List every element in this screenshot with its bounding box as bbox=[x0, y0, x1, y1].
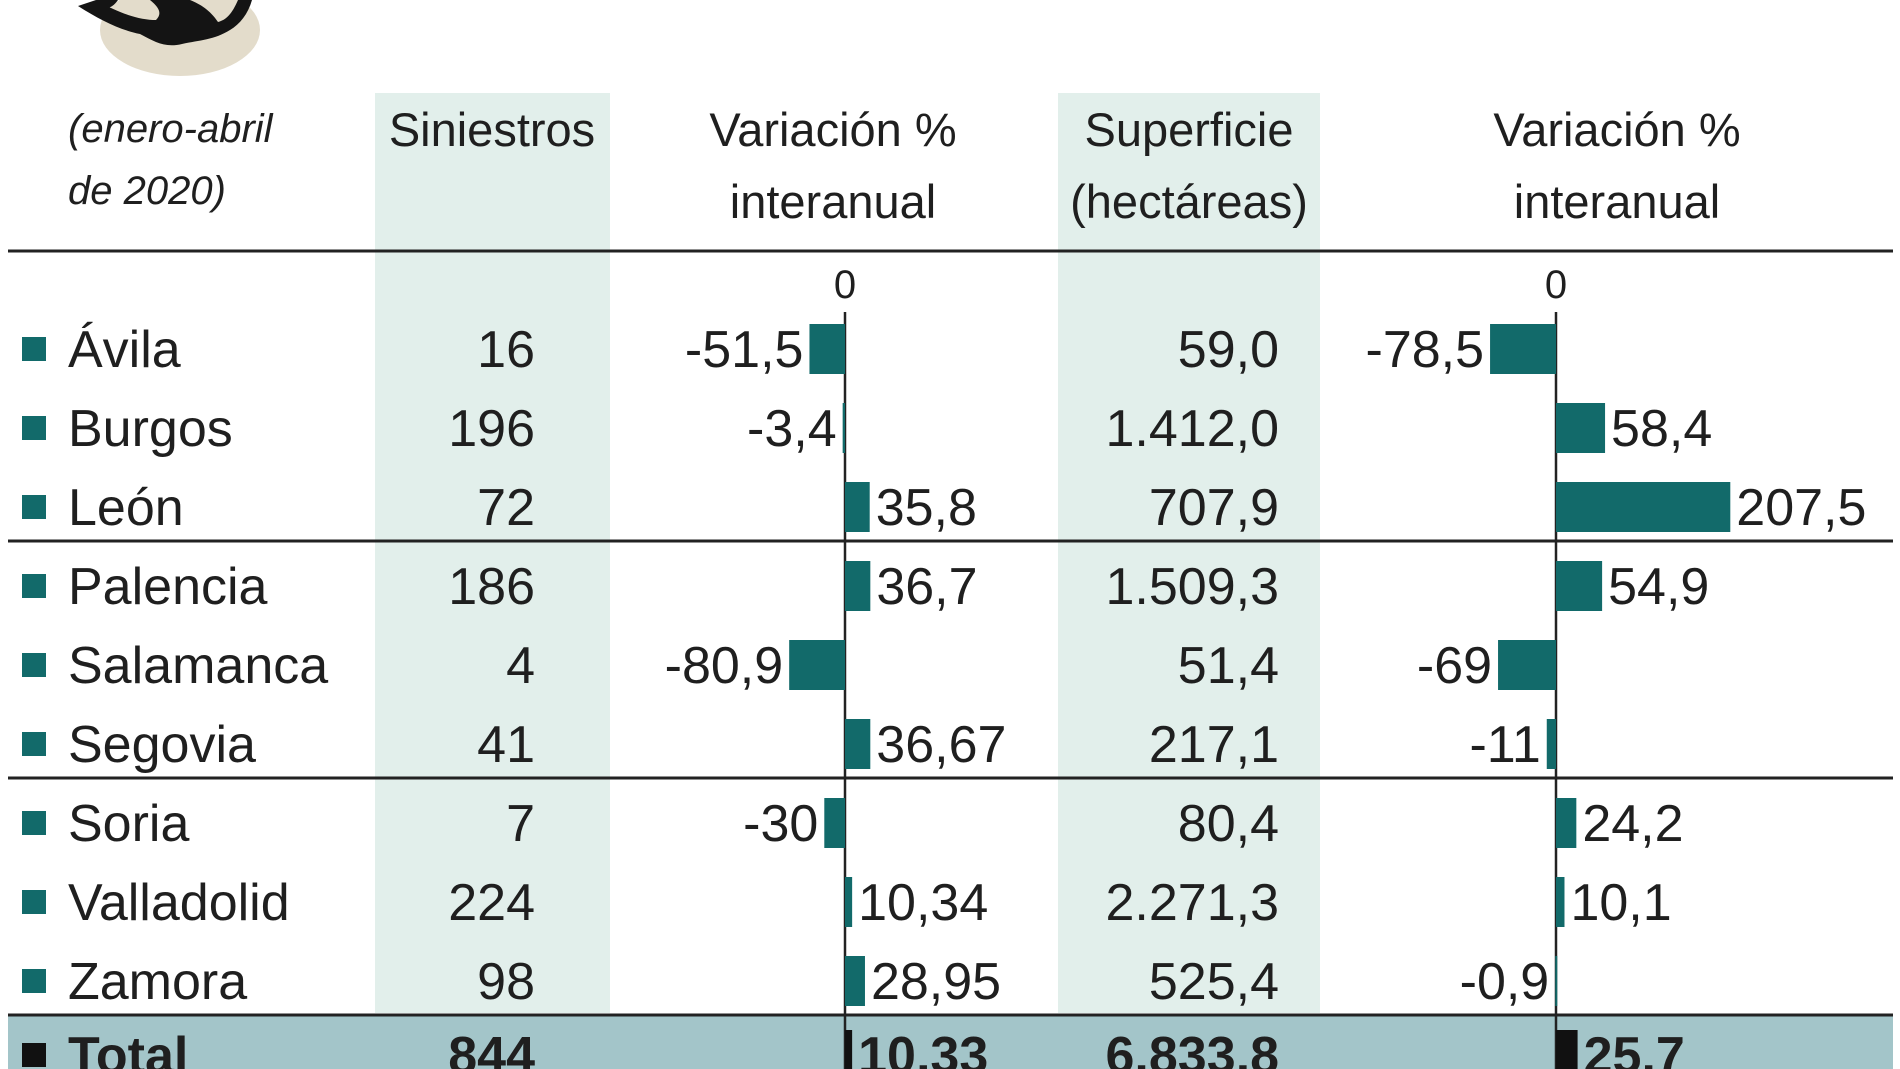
header-var-superficie-line1: Variación % bbox=[1493, 103, 1740, 156]
superficie-value: 59,0 bbox=[1178, 321, 1279, 379]
province-marker bbox=[22, 732, 46, 756]
superficie-value: 2.271,3 bbox=[1106, 874, 1280, 932]
province-name: Valladolid bbox=[68, 874, 290, 932]
var-siniestros-bar bbox=[845, 561, 871, 611]
zero-label-var-superficie: 0 bbox=[1545, 263, 1567, 307]
total-marker bbox=[22, 1043, 46, 1067]
province-marker bbox=[22, 495, 46, 519]
province-name: Ávila bbox=[68, 321, 181, 379]
var-siniestros-bar bbox=[845, 956, 865, 1006]
total-row-band bbox=[8, 1015, 1893, 1069]
var-siniestros-bar bbox=[845, 719, 871, 769]
var-siniestros-label: 28,95 bbox=[871, 953, 1001, 1011]
var-superficie-bar bbox=[1555, 956, 1558, 1006]
var-superficie-bar bbox=[1546, 719, 1556, 769]
var-siniestros-bar bbox=[842, 403, 845, 453]
wildfire-silhouette-logo bbox=[78, 0, 260, 76]
var-siniestros-bar bbox=[845, 1030, 853, 1069]
var-siniestros-label: -51,5 bbox=[685, 321, 804, 379]
var-superficie-label: -69 bbox=[1417, 637, 1492, 695]
siniestros-value: 98 bbox=[477, 953, 535, 1011]
var-superficie-label: 207,5 bbox=[1736, 479, 1866, 537]
province-marker bbox=[22, 416, 46, 440]
var-siniestros-label: -3,4 bbox=[747, 400, 837, 458]
var-superficie-label: 25,7 bbox=[1584, 1027, 1685, 1069]
var-superficie-label: 10,1 bbox=[1570, 874, 1671, 932]
var-siniestros-label: -30 bbox=[743, 795, 818, 853]
period-label-line1: (enero-abril bbox=[68, 107, 274, 151]
header-superficie-line2: (hectáreas) bbox=[1070, 175, 1308, 228]
superficie-value: 1.412,0 bbox=[1106, 400, 1280, 458]
var-siniestros-label: -80,9 bbox=[665, 637, 784, 695]
var-superficie-bar bbox=[1498, 640, 1556, 690]
province-marker bbox=[22, 969, 46, 993]
header-var-siniestros-line1: Variación % bbox=[709, 103, 956, 156]
var-siniestros-label: 10,34 bbox=[858, 874, 988, 932]
var-superficie-bar bbox=[1556, 798, 1577, 848]
var-siniestros-label: 10,33 bbox=[858, 1027, 988, 1069]
var-siniestros-label: 36,7 bbox=[876, 558, 977, 616]
header-var-superficie-line2: interanual bbox=[1514, 175, 1720, 228]
var-superficie-label: 24,2 bbox=[1582, 795, 1683, 853]
siniestros-value: 224 bbox=[448, 874, 535, 932]
province-marker bbox=[22, 574, 46, 598]
zero-label-var-siniestros: 0 bbox=[834, 263, 856, 307]
var-siniestros-label: 35,8 bbox=[876, 479, 977, 537]
var-superficie-bar bbox=[1556, 403, 1606, 453]
var-superficie-bar bbox=[1490, 324, 1556, 374]
var-superficie-label: -78,5 bbox=[1366, 321, 1485, 379]
var-superficie-label: -11 bbox=[1469, 716, 1540, 774]
period-label-line2: de 2020) bbox=[68, 169, 226, 213]
superficie-value: 80,4 bbox=[1178, 795, 1279, 853]
superficie-value: 51,4 bbox=[1178, 637, 1279, 695]
var-siniestros-bar bbox=[809, 324, 845, 374]
header-superficie-line1: Superficie bbox=[1085, 103, 1294, 156]
province-name: Salamanca bbox=[68, 637, 328, 695]
var-superficie-label: 58,4 bbox=[1611, 400, 1712, 458]
var-siniestros-label: 36,67 bbox=[876, 716, 1006, 774]
province-marker bbox=[22, 653, 46, 677]
superficie-value: 6.833,8 bbox=[1106, 1027, 1280, 1069]
var-superficie-bar bbox=[1556, 561, 1603, 611]
province-name: Burgos bbox=[68, 400, 233, 458]
province-name: Zamora bbox=[68, 953, 247, 1011]
superficie-value: 1.509,3 bbox=[1106, 558, 1280, 616]
siniestros-value: 7 bbox=[506, 795, 535, 853]
province-name: Palencia bbox=[68, 558, 268, 616]
superficie-column-shade bbox=[1058, 93, 1320, 1013]
province-marker bbox=[22, 337, 46, 361]
province-name: Segovia bbox=[68, 716, 256, 774]
province-name: Soria bbox=[68, 795, 189, 853]
province-marker bbox=[22, 811, 46, 835]
siniestros-value: 16 bbox=[477, 321, 535, 379]
var-siniestros-bar bbox=[824, 798, 845, 848]
siniestros-value: 72 bbox=[477, 479, 535, 537]
var-superficie-bar bbox=[1556, 1030, 1578, 1069]
table-rows: Ávila 16 -51,5 59,0 -78,5 Burgos 196 -3,4 1.412,… bbox=[22, 321, 1866, 1069]
var-superficie-label: 54,9 bbox=[1608, 558, 1709, 616]
var-superficie-bar bbox=[1556, 877, 1565, 927]
header-siniestros: Siniestros bbox=[389, 103, 595, 156]
header-var-siniestros-line2: interanual bbox=[730, 175, 936, 228]
var-superficie-label: -0,9 bbox=[1460, 953, 1550, 1011]
siniestros-column-shade bbox=[375, 93, 610, 1013]
superficie-value: 707,9 bbox=[1149, 479, 1279, 537]
var-siniestros-bar bbox=[845, 877, 853, 927]
var-superficie-bar bbox=[1556, 482, 1731, 532]
superficie-value: 217,1 bbox=[1149, 716, 1279, 774]
siniestros-value: 4 bbox=[506, 637, 535, 695]
siniestros-value: 186 bbox=[448, 558, 535, 616]
siniestros-value: 844 bbox=[448, 1027, 535, 1069]
province-marker bbox=[22, 890, 46, 914]
var-siniestros-bar bbox=[789, 640, 845, 690]
total-name: Total bbox=[68, 1027, 188, 1069]
var-siniestros-bar bbox=[845, 482, 870, 532]
superficie-value: 525,4 bbox=[1149, 953, 1279, 1011]
siniestros-value: 196 bbox=[448, 400, 535, 458]
siniestros-value: 41 bbox=[477, 716, 535, 774]
province-name: León bbox=[68, 479, 184, 537]
